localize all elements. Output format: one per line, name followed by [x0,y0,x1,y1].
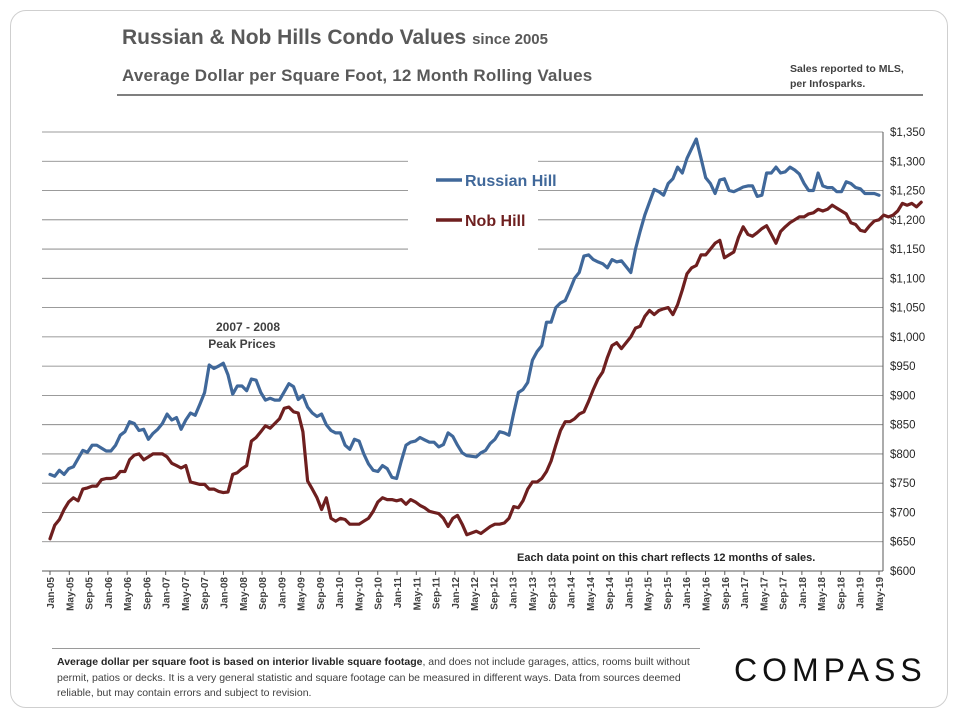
x-tick-label: Sep-17 [779,577,790,610]
y-tick-label: $1,100 [890,273,925,285]
x-tick-label: Sep-09 [316,577,327,610]
header-divider [117,94,923,96]
x-tick-label: Jan-19 [856,577,867,609]
x-tick-label: May-17 [759,577,770,611]
chart-card [10,10,948,708]
x-tick-label: May-08 [239,577,250,611]
x-tick-label: May-15 [644,577,655,611]
y-tick-label: $700 [890,507,916,519]
x-tick-label: Sep-16 [721,577,732,610]
x-tick-label: Sep-08 [258,577,269,610]
y-tick-label: $800 [890,449,916,461]
x-tick-label: Jan-18 [798,577,809,609]
x-tick-label: Sep-13 [547,577,558,610]
y-tick-label: $1,000 [890,332,925,344]
chart-title-suffix: since 2005 [472,31,548,48]
x-tick-label: Jan-11 [393,577,404,609]
y-tick-label: $1,050 [890,303,925,315]
y-tick-label: $950 [890,361,916,373]
x-tick-label: May-07 [181,577,192,611]
x-tick-label: Sep-18 [836,577,847,610]
source-note-line2: per Infosparks. [790,78,866,90]
y-tick-label: $850 [890,420,916,432]
legend-nob-hill-label: Nob Hill [465,213,525,230]
x-tick-label: Jan-08 [220,577,231,609]
chart-subtitle: Average Dollar per Square Foot, 12 Month… [122,66,593,85]
x-tick-label: Sep-10 [374,577,385,610]
source-note: Sales reported to MLS, per Infosparks. [790,62,904,92]
x-tick-label: Sep-06 [142,577,153,610]
chart-title-main: Russian & Nob Hills Condo Values [122,26,467,49]
x-tick-label: Sep-05 [85,577,96,610]
x-tick-label: Sep-07 [200,577,211,610]
x-tick-label: May-16 [701,577,712,611]
peak-annotation-years: 2007 - 2008 [216,320,280,334]
series-line-russian-hill [48,137,881,481]
x-tick-label: May-05 [65,577,76,611]
x-tick-label: Sep-14 [605,577,616,610]
x-tick-label: Jan-05 [46,577,57,609]
y-tick-label: $600 [890,566,916,578]
y-tick-label: $900 [890,390,916,402]
x-tick-label: May-12 [470,577,481,611]
x-tick-label: Jan-15 [624,577,635,609]
y-tick-label: $1,200 [890,215,925,227]
x-tick-label: Sep-11 [432,577,443,610]
x-tick-label: May-06 [123,577,134,611]
footnote-bold: Average dollar per square foot is based … [57,656,423,668]
x-tick-label: Jan-06 [104,577,115,609]
peak-annotation-label: Peak Prices [208,337,276,351]
y-tick-label: $1,300 [890,156,925,168]
x-tick-label: May-09 [297,577,308,611]
source-note-line1: Sales reported to MLS, [790,63,904,75]
x-tick-label: May-19 [875,577,886,611]
x-tick-label: May-14 [586,577,597,611]
y-tick-label: $750 [890,478,916,490]
x-tick-label: Jan-14 [567,577,578,609]
footnote-divider [52,648,700,649]
y-tick-label: $1,250 [890,186,925,198]
x-tick-label: Jan-17 [740,577,751,609]
x-tick-label: Sep-15 [663,577,674,610]
x-tick-label: Jan-16 [682,577,693,609]
legend-russian-hill-label: Russian Hill [465,173,557,190]
x-tick-label: Jan-07 [162,577,173,609]
chart-title: Russian & Nob Hills Condo Values since 2… [122,26,548,50]
y-tick-label: $650 [890,537,916,549]
x-tick-label: Jan-13 [509,577,520,609]
x-tick-label: Sep-12 [489,577,500,610]
footnote: Average dollar per square foot is based … [57,655,697,702]
chart-note: Each data point on this chart reflects 1… [517,552,815,564]
x-tick-label: Jan-12 [451,577,462,609]
compass-logo: COMPASS [734,652,927,688]
x-tick-label: Jan-10 [335,577,346,609]
x-tick-label: May-18 [817,577,828,611]
y-tick-label: $1,150 [890,244,925,256]
x-tick-label: May-11 [412,577,423,611]
footnote-rest: , and does not include garages, attics, … [57,656,690,699]
series-line-nob-hill [48,200,923,541]
y-tick-label: $1,350 [890,127,925,139]
x-tick-label: Jan-09 [277,577,288,609]
x-tick-label: May-13 [528,577,539,611]
x-tick-label: May-10 [354,577,365,611]
